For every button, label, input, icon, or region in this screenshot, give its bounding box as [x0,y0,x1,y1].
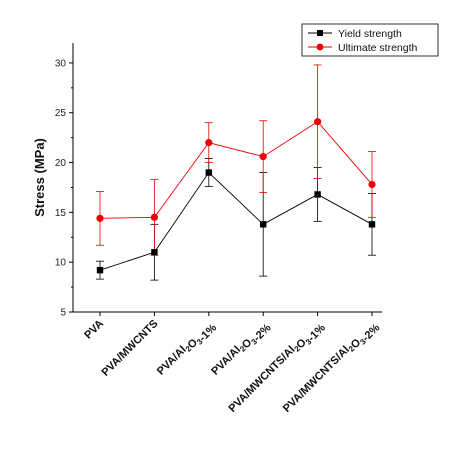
markers-layer [96,118,376,274]
y-tick-label: 15 [55,208,67,219]
x-category-label: PVA/MWCNTS/Al2O3-2% [281,317,383,419]
data-point-square [151,249,158,256]
data-point-square [260,221,267,228]
legend-box [301,23,439,57]
axes-layer [69,43,382,316]
data-point-circle [96,214,104,222]
y-axis-label: Stress (MPa) [32,138,47,217]
y-tick-label: 5 [60,308,66,319]
series-line-1 [99,121,373,219]
data-point-circle [259,152,267,161]
legend-entry-label: Yield strength [338,28,402,40]
data-point-circle [368,180,376,189]
data-point-circle [150,213,158,221]
legend-marker-circle [316,43,324,51]
data-point-circle [205,139,213,147]
series-lines-layer [99,121,373,271]
y-tick-label: 20 [55,158,67,169]
y-tick-label: 10 [55,258,67,269]
data-point-circle [314,118,322,126]
legend: Yield strength Ultimate strength [301,23,439,57]
x-category-label: PVA/Al2O3-1% [155,317,219,381]
x-category-label: PVA [82,318,106,342]
data-point-square [205,169,212,176]
legend-marker-square [317,30,323,36]
legend-entry-label: Ultimate strength [338,42,418,54]
series-line-0 [99,171,373,271]
y-tick-label: 25 [55,108,67,119]
x-category-label: PVA/MWCNTS [99,318,160,379]
error-bars-layer [96,64,376,281]
data-point-square [368,221,376,228]
data-point-square [314,191,321,198]
data-point-square [96,266,104,274]
x-category-label: PVA/MWCNTS/Al2O3-1% [227,317,329,419]
y-tick-label: 30 [55,58,67,69]
